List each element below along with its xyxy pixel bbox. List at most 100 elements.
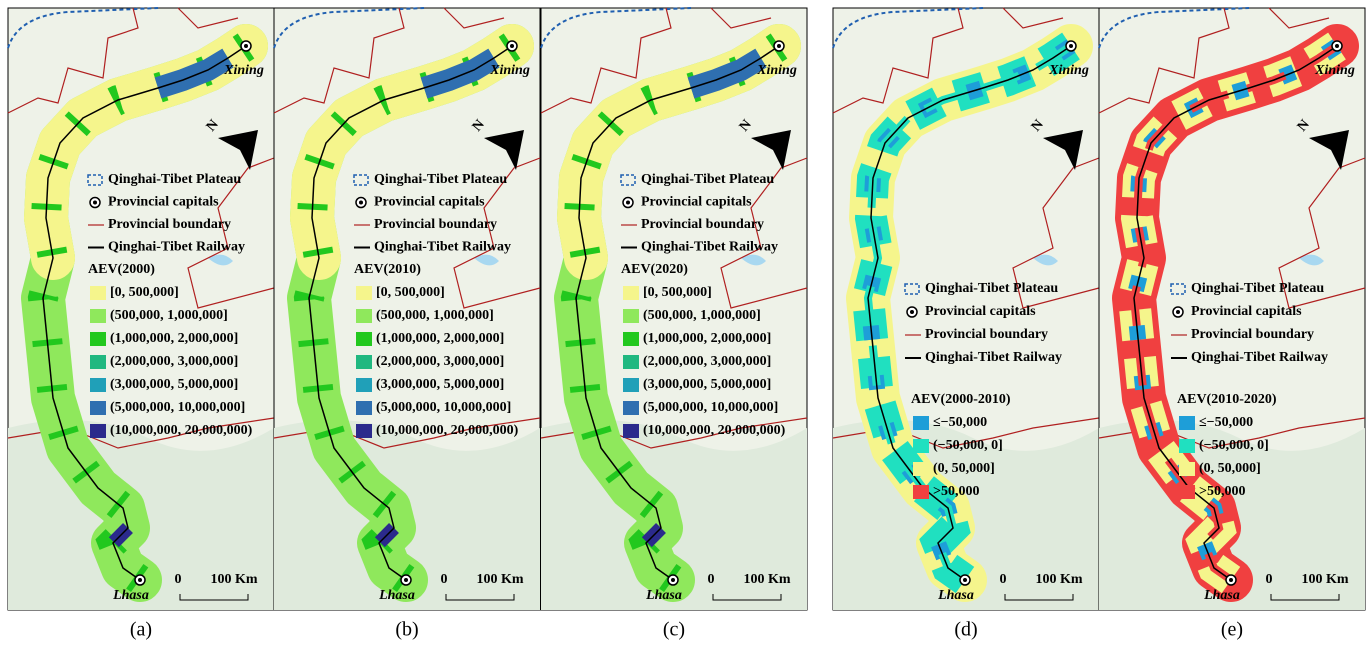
map-panel: XiningLhasaN0100 KmQinghai-Tibet Plateau… <box>1099 8 1365 610</box>
legend-label: (0, 50,000] <box>1199 461 1261 476</box>
legend-swatch <box>623 355 639 369</box>
legend-label: Qinghai-Tibet Railway <box>925 350 1062 365</box>
legend-label: (2,000,000, 3,000,000] <box>643 354 771 369</box>
legend-title: AEV(2010) <box>354 262 421 277</box>
capital-dot <box>404 578 408 582</box>
legend-label: Qinghai-Tibet Railway <box>641 240 778 255</box>
legend-swatch <box>356 424 372 438</box>
legend-swatch <box>623 286 639 300</box>
legend-symbol <box>1176 310 1180 314</box>
city-label: Xining <box>1314 63 1355 78</box>
panel-caption: (d) <box>954 619 977 641</box>
legend-title: AEV(2010-2020) <box>1177 392 1277 407</box>
panel-caption: (c) <box>663 619 685 641</box>
city-label: Xining <box>756 63 797 78</box>
legend-title: AEV(2020) <box>621 262 688 277</box>
legend-label: Provincial boundary <box>374 217 497 232</box>
legend-label: [0, 500,000] <box>643 285 712 300</box>
panel-caption: (b) <box>395 619 418 641</box>
legend-label: (10,000,000, 20,000,000) <box>376 423 519 438</box>
map-panel: XiningLhasaN0100 KmQinghai-Tibet Plateau… <box>8 8 274 610</box>
legend-swatch <box>623 332 639 346</box>
capital-dot <box>963 578 967 582</box>
legend-swatch <box>356 355 372 369</box>
scale-label: 0 <box>441 572 448 587</box>
legend-label: Provincial capitals <box>1191 304 1302 319</box>
legend-label: Qinghai-Tibet Plateau <box>108 172 241 187</box>
capital-dot <box>777 44 781 48</box>
legend-label: Qinghai-Tibet Plateau <box>374 172 507 187</box>
capital-dot <box>510 44 514 48</box>
legend-label: (500,000, 1,000,000] <box>643 308 761 323</box>
scale-label: 0 <box>1266 572 1273 587</box>
legend-label: (10,000,000, 20,000,000) <box>643 423 786 438</box>
legend-swatch <box>356 332 372 346</box>
legend-label: (5,000,000, 10,000,000] <box>643 400 778 415</box>
legend-symbol <box>910 310 914 314</box>
scale-label: 0 <box>708 572 715 587</box>
legend-label: Provincial boundary <box>641 217 764 232</box>
legend-swatch <box>90 378 106 392</box>
capital-dot <box>1069 44 1073 48</box>
legend-swatch <box>356 401 372 415</box>
legend-swatch <box>913 485 929 499</box>
legend-symbol <box>359 201 363 205</box>
legend-swatch <box>623 424 639 438</box>
legend-label: [0, 500,000] <box>110 285 179 300</box>
legend-label: Provincial capitals <box>641 195 752 210</box>
legend-label: [0, 500,000] <box>376 285 445 300</box>
legend-swatch <box>913 462 929 476</box>
scale-label: 0 <box>1000 572 1007 587</box>
legend-label: Qinghai-Tibet Plateau <box>1191 281 1324 296</box>
legend-swatch <box>913 416 929 430</box>
legend-symbol <box>93 201 97 205</box>
legend-swatch <box>623 378 639 392</box>
city-label: Lhasa <box>1203 588 1240 603</box>
legend-label: (3,000,000, 5,000,000] <box>110 377 238 392</box>
scale-label: 100 Km <box>1301 572 1348 587</box>
legend-label: (5,000,000, 10,000,000] <box>110 400 245 415</box>
legend-label: (500,000, 1,000,000] <box>376 308 494 323</box>
legend-swatch <box>356 378 372 392</box>
legend-swatch <box>90 401 106 415</box>
legend-label: (5,000,000, 10,000,000] <box>376 400 511 415</box>
legend-label: (2,000,000, 3,000,000] <box>376 354 504 369</box>
panel-caption: (e) <box>1221 619 1243 641</box>
legend-swatch <box>90 355 106 369</box>
city-label: Xining <box>1048 63 1089 78</box>
legend-label: Qinghai-Tibet Railway <box>374 240 511 255</box>
legend-swatch <box>623 309 639 323</box>
legend-swatch <box>1179 462 1195 476</box>
legend-label: ≤−50,000 <box>1199 415 1253 430</box>
legend-label: (0, 50,000] <box>933 461 995 476</box>
city-label: Lhasa <box>112 588 149 603</box>
legend-swatch <box>90 332 106 346</box>
legend-label: >50,000 <box>933 484 979 499</box>
legend-swatch <box>356 286 372 300</box>
city-label: Lhasa <box>378 588 415 603</box>
legend-label: Provincial capitals <box>374 195 485 210</box>
legend-label: (−50,000, 0] <box>1199 438 1269 453</box>
legend-label: Provincial capitals <box>108 195 219 210</box>
scale-label: 100 Km <box>210 572 257 587</box>
legend-swatch <box>1179 485 1195 499</box>
scale-label: 100 Km <box>1035 572 1082 587</box>
capital-dot <box>1335 44 1339 48</box>
legend-label: (1,000,000, 2,000,000] <box>643 331 771 346</box>
legend-label: (500,000, 1,000,000] <box>110 308 228 323</box>
legend-swatch <box>623 401 639 415</box>
legend-label: Provincial boundary <box>1191 327 1314 342</box>
scale-label: 0 <box>175 572 182 587</box>
legend-swatch <box>356 309 372 323</box>
legend-swatch <box>1179 416 1195 430</box>
city-label: Xining <box>223 63 264 78</box>
legend-swatch <box>90 286 106 300</box>
legend-symbol <box>626 201 630 205</box>
legend-label: (1,000,000, 2,000,000] <box>110 331 238 346</box>
legend-label: Qinghai-Tibet Railway <box>1191 350 1328 365</box>
capital-dot <box>244 44 248 48</box>
legend-swatch <box>90 424 106 438</box>
city-label: Lhasa <box>937 588 974 603</box>
